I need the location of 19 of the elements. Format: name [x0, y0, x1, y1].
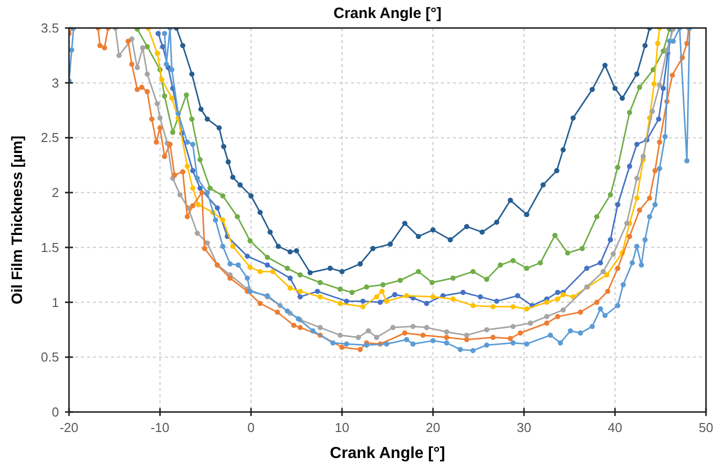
- y-tick-label: 2: [52, 185, 59, 200]
- y-tick-label: 3: [52, 75, 59, 90]
- y-tick-label: 3.5: [40, 20, 59, 36]
- y-tick-label: 2.5: [40, 130, 59, 146]
- y-tick-label: 0: [52, 404, 59, 420]
- x-tick-label: 30: [516, 420, 532, 435]
- chart-title: Crank Angle [°]: [334, 5, 442, 22]
- x-tick-label: -10: [150, 420, 170, 435]
- x-tick-label: 40: [608, 420, 622, 435]
- x-tick-label: 10: [334, 420, 350, 435]
- x-tick-label: 0: [247, 420, 255, 435]
- x-axis-title: Crank Angle [°]: [330, 445, 446, 462]
- y-axis-title: Oil Film Thickness [µm]: [9, 136, 26, 304]
- x-tick-label: 20: [426, 420, 440, 435]
- y-tick-label: 1: [52, 294, 59, 310]
- y-tick-label: 0.5: [40, 350, 59, 365]
- y-tick-label: 1.5: [40, 240, 59, 255]
- x-tick-label: -20: [60, 420, 78, 435]
- x-tick-label: 50: [698, 420, 714, 435]
